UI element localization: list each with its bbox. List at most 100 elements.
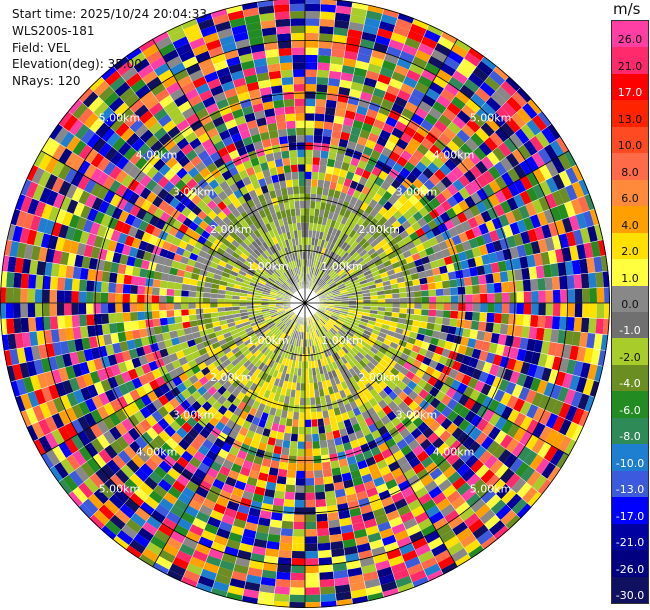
velocity-gate bbox=[182, 161, 195, 173]
velocity-gate bbox=[498, 378, 510, 393]
velocity-gate bbox=[78, 190, 91, 205]
velocity-gate bbox=[255, 289, 263, 294]
velocity-gate bbox=[332, 289, 340, 294]
velocity-gate bbox=[149, 253, 160, 264]
velocity-gate bbox=[228, 325, 237, 332]
ray-separator bbox=[138, 47, 306, 304]
velocity-gate bbox=[503, 137, 518, 153]
velocity-gate bbox=[62, 474, 79, 492]
velocity-gate bbox=[298, 412, 305, 420]
velocity-gate bbox=[344, 344, 352, 352]
velocity-gate bbox=[428, 236, 439, 247]
velocity-gate bbox=[236, 382, 245, 392]
velocity-gate bbox=[322, 284, 329, 291]
velocity-gate bbox=[520, 361, 531, 376]
velocity-gate bbox=[465, 303, 473, 312]
velocity-gate bbox=[463, 208, 475, 221]
velocity-gate bbox=[241, 490, 254, 501]
velocity-gate bbox=[275, 355, 282, 363]
velocity-gate bbox=[420, 456, 434, 469]
velocity-gate bbox=[377, 294, 386, 300]
velocity-gate bbox=[244, 483, 256, 494]
velocity-gate bbox=[231, 388, 241, 398]
velocity-gate bbox=[359, 466, 371, 477]
velocity-gate bbox=[155, 333, 164, 343]
velocity-gate bbox=[469, 266, 478, 277]
velocity-gate bbox=[435, 309, 444, 318]
velocity-gate bbox=[490, 112, 506, 128]
velocity-gate bbox=[358, 237, 367, 247]
velocity-gate bbox=[401, 375, 412, 386]
velocity-gate bbox=[292, 62, 305, 70]
velocity-gate bbox=[257, 178, 267, 188]
velocity-gate bbox=[458, 406, 471, 419]
velocity-gate bbox=[452, 179, 465, 192]
velocity-gate bbox=[83, 412, 97, 428]
velocity-gate bbox=[588, 272, 597, 289]
velocity-gate bbox=[240, 376, 250, 386]
velocity-gate bbox=[350, 261, 359, 269]
velocity-gate bbox=[314, 396, 321, 405]
velocity-gate bbox=[211, 341, 221, 350]
velocity-gate bbox=[51, 177, 65, 194]
velocity-gate bbox=[480, 156, 494, 170]
velocity-gate bbox=[254, 531, 269, 541]
velocity-gate bbox=[318, 308, 326, 312]
velocity-gate bbox=[442, 127, 457, 141]
velocity-gate bbox=[158, 394, 170, 406]
velocity-gate bbox=[195, 82, 210, 95]
velocity-gate bbox=[267, 437, 277, 446]
velocity-gate bbox=[112, 136, 126, 152]
velocity-gate bbox=[286, 311, 294, 316]
velocity-gate bbox=[262, 101, 275, 111]
velocity-gate bbox=[527, 98, 542, 115]
velocity-gate bbox=[141, 231, 152, 243]
ray-separator bbox=[304, 65, 498, 304]
velocity-gate bbox=[345, 318, 353, 324]
velocity-gate bbox=[246, 81, 260, 92]
velocity-gate bbox=[319, 586, 336, 595]
velocity-gate bbox=[285, 418, 293, 427]
velocity-gate bbox=[387, 251, 397, 260]
velocity-gate bbox=[334, 584, 351, 594]
velocity-gate bbox=[312, 440, 321, 449]
velocity-gate bbox=[142, 344, 153, 355]
velocity-gate bbox=[579, 258, 589, 274]
velocity-gate bbox=[361, 332, 370, 340]
velocity-gate bbox=[520, 123, 536, 140]
velocity-gate bbox=[480, 535, 497, 550]
velocity-gate bbox=[261, 27, 277, 37]
velocity-gate bbox=[417, 517, 433, 531]
velocity-gate bbox=[169, 197, 181, 209]
velocity-gate bbox=[253, 349, 261, 358]
velocity-gate bbox=[310, 316, 315, 323]
velocity-gate bbox=[348, 574, 365, 585]
velocity-gate bbox=[488, 252, 498, 264]
velocity-gate bbox=[538, 196, 551, 212]
velocity-gate bbox=[315, 403, 323, 412]
velocity-gate bbox=[267, 279, 275, 285]
velocity-gate bbox=[454, 371, 466, 383]
velocity-gate bbox=[14, 395, 26, 413]
velocity-gate bbox=[290, 572, 305, 581]
velocity-gate bbox=[291, 253, 296, 261]
velocity-gate bbox=[185, 62, 202, 76]
velocity-gate bbox=[298, 171, 305, 180]
velocity-gate bbox=[262, 310, 270, 315]
velocity-gate bbox=[497, 333, 507, 346]
velocity-gate bbox=[439, 265, 448, 275]
velocity-gate bbox=[290, 286, 296, 293]
velocity-gate bbox=[380, 255, 390, 264]
velocity-gate bbox=[346, 140, 357, 151]
velocity-gate bbox=[465, 98, 481, 114]
velocity-gate bbox=[238, 53, 254, 64]
colorbar-unit: m/s bbox=[613, 0, 641, 18]
velocity-gate bbox=[207, 234, 217, 244]
velocity-gate bbox=[295, 259, 300, 268]
velocity-gate bbox=[281, 150, 290, 159]
velocity-gate bbox=[277, 331, 284, 339]
velocity-gate bbox=[276, 121, 287, 130]
velocity-gate bbox=[62, 238, 73, 253]
velocity-gate bbox=[352, 334, 361, 342]
velocity-gate bbox=[469, 204, 481, 217]
